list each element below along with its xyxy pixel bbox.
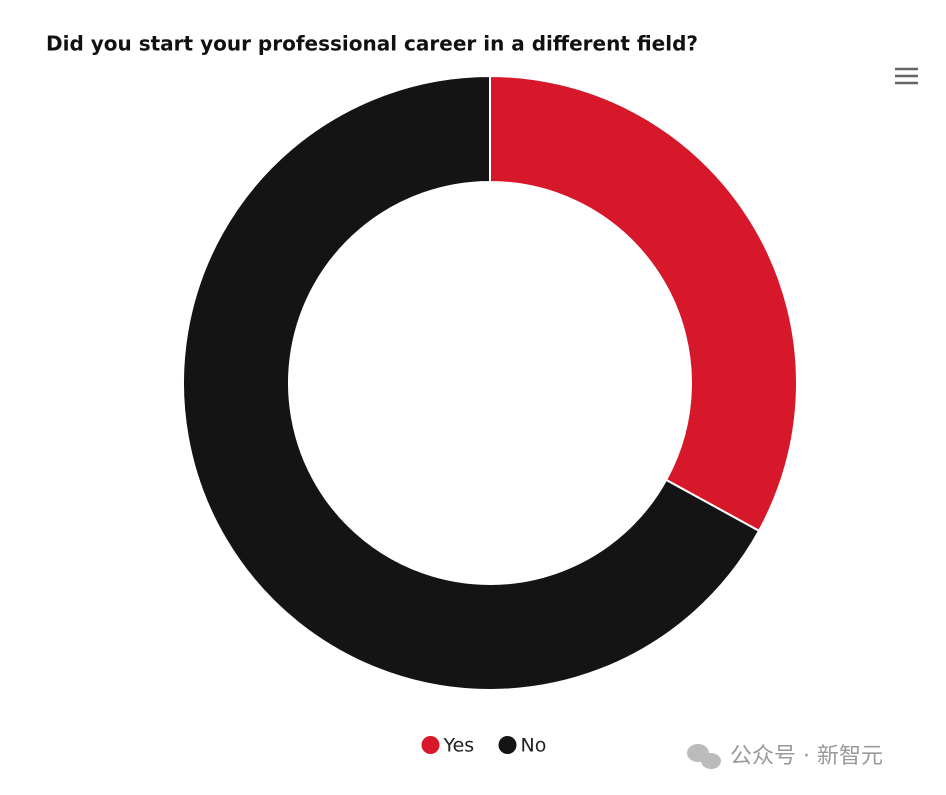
donut-segment bbox=[489, 74, 798, 533]
chart-title: Did you start your professional career i… bbox=[46, 32, 698, 56]
donut-segment bbox=[182, 74, 761, 691]
legend-label[interactable]: No bbox=[521, 735, 547, 757]
legend-swatch bbox=[498, 736, 517, 754]
legend-swatch bbox=[421, 736, 440, 754]
watermark: 公众号 · 新智元 bbox=[730, 744, 883, 769]
menu-button[interactable] bbox=[895, 67, 918, 85]
watermark-icon bbox=[687, 744, 721, 769]
legend-label[interactable]: Yes bbox=[443, 735, 475, 757]
